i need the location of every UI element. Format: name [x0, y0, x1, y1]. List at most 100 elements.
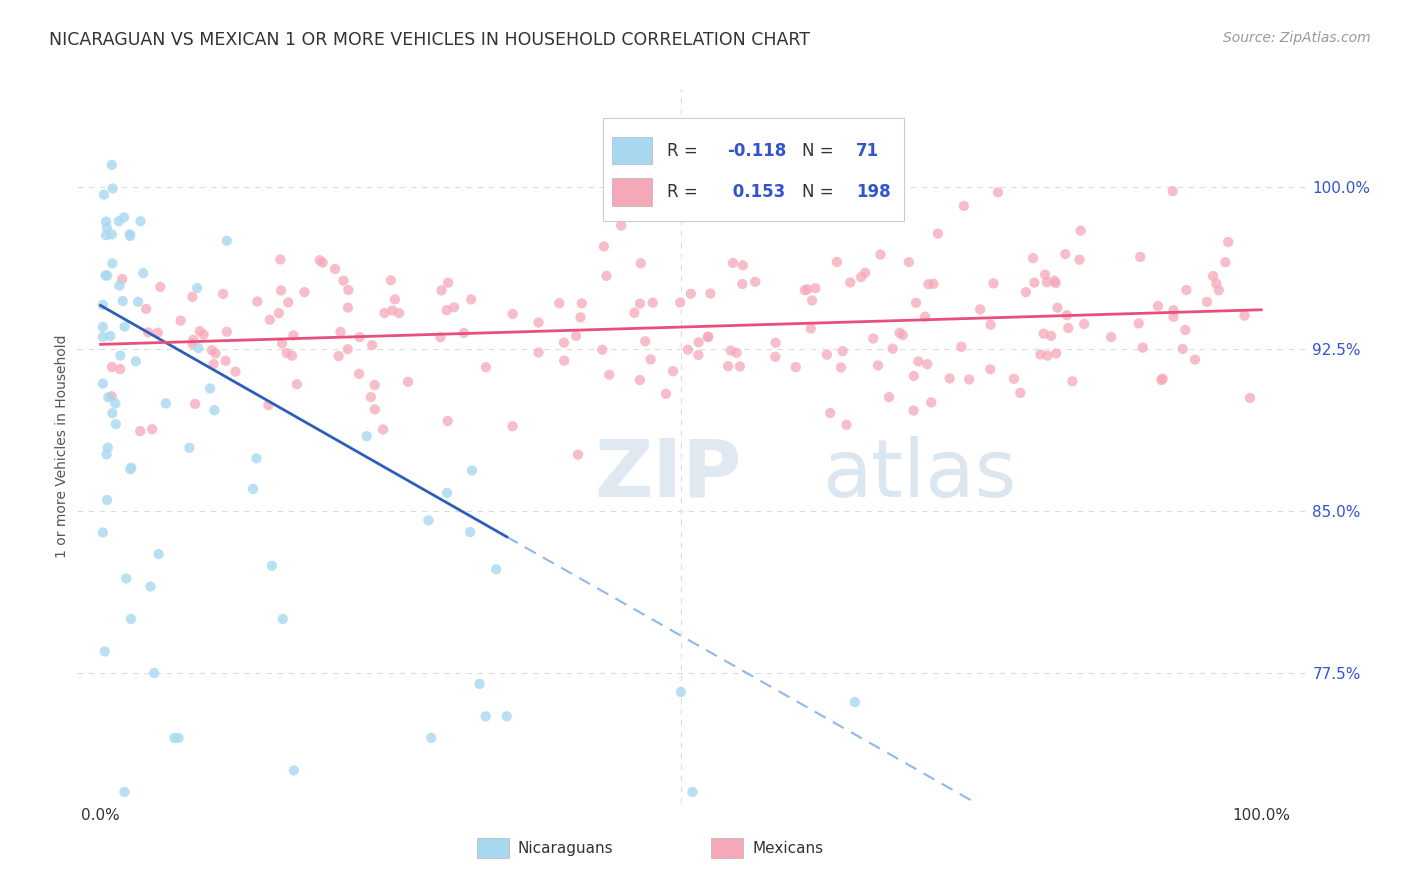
- Point: [118, 227, 141, 241]
- Point: [436, 414, 458, 428]
- Point: [349, 330, 371, 344]
- Point: [1073, 317, 1095, 331]
- Point: [94, 214, 117, 228]
- Point: [308, 253, 330, 268]
- Point: [1010, 385, 1032, 400]
- Point: [259, 312, 281, 326]
- Point: [294, 285, 316, 300]
- Point: [957, 372, 980, 386]
- Point: [285, 377, 308, 392]
- Point: [1069, 252, 1091, 267]
- Text: Mexicans: Mexicans: [752, 841, 824, 856]
- Point: [108, 278, 131, 293]
- Point: [420, 731, 443, 745]
- Point: [155, 396, 177, 410]
- Point: [374, 306, 396, 320]
- Point: [495, 709, 517, 723]
- Point: [146, 326, 169, 340]
- Point: [94, 268, 117, 283]
- Point: [100, 389, 122, 403]
- Point: [277, 295, 299, 310]
- Point: [384, 293, 406, 307]
- Point: [527, 316, 550, 330]
- Point: [1033, 268, 1056, 282]
- Point: [567, 448, 589, 462]
- Point: [396, 375, 419, 389]
- Text: R =: R =: [666, 142, 703, 160]
- Point: [571, 296, 593, 310]
- Point: [120, 612, 142, 626]
- Point: [215, 234, 238, 248]
- Point: [371, 422, 394, 436]
- Point: [1057, 321, 1080, 335]
- Point: [363, 378, 385, 392]
- Point: [101, 406, 124, 420]
- Point: [468, 677, 491, 691]
- Text: NICARAGUAN VS MEXICAN 1 OR MORE VEHICLES IN HOUSEHOLD CORRELATION CHART: NICARAGUAN VS MEXICAN 1 OR MORE VEHICLES…: [49, 31, 810, 49]
- Point: [204, 346, 226, 360]
- Text: Nicaraguans: Nicaraguans: [517, 841, 613, 856]
- Point: [922, 277, 945, 291]
- Point: [897, 255, 920, 269]
- Point: [212, 286, 235, 301]
- Point: [801, 293, 824, 308]
- Point: [184, 397, 207, 411]
- Point: [100, 158, 122, 172]
- Point: [104, 417, 127, 431]
- Point: [443, 300, 465, 314]
- Point: [381, 303, 404, 318]
- Point: [139, 580, 162, 594]
- Point: [1062, 375, 1084, 389]
- Point: [93, 187, 115, 202]
- Point: [283, 764, 305, 778]
- Point: [610, 219, 633, 233]
- Point: [112, 211, 135, 225]
- Point: [889, 326, 911, 340]
- Point: [1202, 268, 1225, 283]
- Point: [502, 307, 524, 321]
- Point: [628, 373, 651, 387]
- Point: [129, 424, 152, 438]
- Point: [891, 328, 914, 343]
- Point: [877, 390, 900, 404]
- Point: [281, 349, 304, 363]
- Point: [765, 335, 787, 350]
- Point: [839, 276, 862, 290]
- Point: [640, 352, 662, 367]
- Point: [458, 525, 481, 540]
- Point: [202, 357, 225, 371]
- Point: [94, 644, 117, 658]
- Point: [1174, 323, 1197, 337]
- Point: [1070, 224, 1092, 238]
- FancyBboxPatch shape: [603, 118, 904, 221]
- Point: [120, 229, 142, 244]
- Point: [979, 362, 1001, 376]
- Point: [630, 256, 652, 270]
- Point: [1150, 373, 1173, 387]
- Point: [697, 329, 720, 343]
- Point: [120, 460, 142, 475]
- Point: [91, 320, 114, 334]
- Point: [882, 342, 904, 356]
- Text: -0.118: -0.118: [727, 142, 786, 160]
- Point: [1184, 352, 1206, 367]
- Point: [721, 256, 744, 270]
- Point: [112, 785, 135, 799]
- Point: [91, 376, 114, 391]
- Point: [796, 282, 818, 296]
- Point: [1043, 274, 1066, 288]
- Point: [460, 293, 482, 307]
- Point: [785, 360, 807, 375]
- Point: [111, 293, 134, 308]
- Point: [591, 343, 613, 357]
- Point: [215, 325, 238, 339]
- Point: [100, 227, 122, 242]
- Text: Source: ZipAtlas.com: Source: ZipAtlas.com: [1223, 31, 1371, 45]
- Point: [179, 441, 201, 455]
- Point: [553, 353, 575, 368]
- Point: [329, 325, 352, 339]
- Point: [260, 558, 283, 573]
- Point: [361, 338, 384, 352]
- Point: [950, 340, 973, 354]
- Point: [242, 482, 264, 496]
